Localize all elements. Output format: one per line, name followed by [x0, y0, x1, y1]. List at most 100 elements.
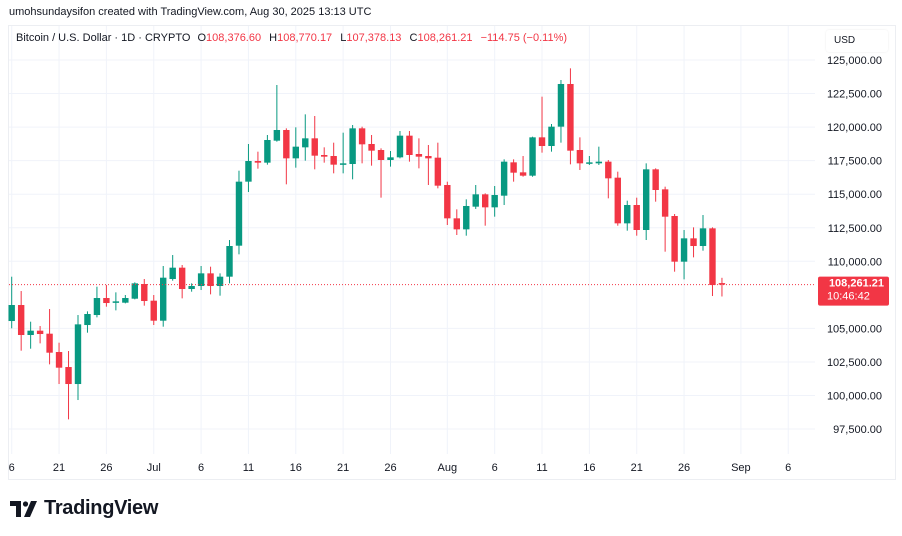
tradingview-logo-text: TradingView	[44, 497, 159, 519]
candle[interactable]	[160, 266, 167, 327]
candle-body	[216, 276, 224, 287]
candle[interactable]	[226, 240, 233, 284]
candle-body	[8, 305, 15, 322]
candle[interactable]	[567, 68, 574, 165]
candle[interactable]	[548, 123, 555, 152]
candle[interactable]	[642, 163, 650, 241]
candle-body	[330, 156, 337, 165]
candle[interactable]	[131, 282, 139, 300]
candle[interactable]	[330, 142, 337, 174]
candle-body	[226, 246, 233, 277]
candle[interactable]	[27, 321, 34, 349]
candle[interactable]	[169, 255, 176, 281]
candle[interactable]	[36, 326, 44, 344]
candle[interactable]	[406, 130, 413, 162]
candle[interactable]	[264, 135, 271, 165]
candle[interactable]	[482, 193, 489, 226]
candle[interactable]	[141, 279, 148, 306]
candle[interactable]	[103, 285, 110, 307]
candle[interactable]	[633, 197, 640, 236]
candle[interactable]	[396, 130, 404, 159]
candle[interactable]	[368, 135, 375, 166]
candle[interactable]	[377, 148, 385, 198]
candle[interactable]	[358, 126, 366, 164]
candle-body	[349, 128, 356, 165]
candle[interactable]	[112, 292, 120, 311]
candle[interactable]	[661, 186, 669, 252]
tradingview-logo[interactable]: TradingView	[10, 497, 158, 520]
candle[interactable]	[519, 156, 527, 177]
candle[interactable]	[387, 151, 394, 167]
price-tick-label: 110,000.00	[828, 256, 882, 268]
candle[interactable]	[254, 151, 262, 169]
candle[interactable]	[415, 138, 423, 169]
candle[interactable]	[84, 311, 91, 333]
candle[interactable]	[699, 215, 707, 251]
candle[interactable]	[273, 85, 281, 142]
candle[interactable]	[74, 315, 82, 401]
candle[interactable]	[17, 291, 25, 351]
candle[interactable]	[605, 160, 612, 199]
candle[interactable]	[178, 265, 186, 299]
candle[interactable]	[463, 199, 470, 236]
price-tick-label: 117,500.00	[828, 156, 882, 168]
candle[interactable]	[614, 171, 621, 226]
candle[interactable]	[188, 283, 195, 292]
currency-button[interactable]: USD	[826, 30, 888, 52]
candle[interactable]	[197, 266, 205, 291]
candle[interactable]	[235, 170, 243, 255]
candle[interactable]	[538, 96, 546, 153]
high-label: H	[269, 32, 278, 44]
candle[interactable]	[671, 214, 678, 272]
candle[interactable]	[557, 79, 565, 143]
candle[interactable]	[472, 185, 479, 209]
candle-body	[434, 157, 442, 186]
symbol-title[interactable]: Bitcoin / U.S. Dollar · 1D · CRYPTO	[16, 32, 191, 44]
candle[interactable]	[576, 137, 584, 171]
candle-body	[264, 139, 271, 163]
candle[interactable]	[216, 273, 224, 296]
candle[interactable]	[529, 136, 536, 177]
candle[interactable]	[150, 295, 157, 326]
candle[interactable]	[652, 168, 659, 202]
candle[interactable]	[624, 200, 631, 231]
candle[interactable]	[434, 142, 442, 189]
candle[interactable]	[444, 181, 451, 226]
candle[interactable]	[339, 132, 347, 174]
candle[interactable]	[491, 186, 498, 217]
candle-body	[690, 238, 697, 247]
candle[interactable]	[718, 277, 726, 297]
candle[interactable]	[500, 159, 508, 206]
candle[interactable]	[302, 114, 309, 161]
candle[interactable]	[46, 309, 53, 365]
candle[interactable]	[8, 276, 15, 329]
candle[interactable]	[93, 286, 101, 318]
last-price-value: 108,261.21	[829, 278, 884, 290]
candle[interactable]	[245, 143, 252, 193]
candle[interactable]	[292, 127, 299, 168]
candle[interactable]	[207, 266, 214, 295]
candle[interactable]	[311, 116, 318, 170]
candle[interactable]	[595, 146, 603, 165]
candle[interactable]	[55, 342, 63, 385]
candle[interactable]	[321, 147, 328, 163]
candle[interactable]	[680, 230, 688, 280]
price-tick-label: 125,000.00	[827, 55, 882, 67]
candle[interactable]	[425, 145, 432, 186]
candle[interactable]	[349, 124, 356, 180]
candle[interactable]	[283, 128, 290, 185]
candle[interactable]	[586, 156, 593, 165]
candle[interactable]	[690, 227, 697, 258]
candle-body	[463, 205, 470, 230]
candle-body	[510, 162, 517, 173]
candle[interactable]	[709, 227, 716, 297]
candle-body	[273, 129, 281, 141]
candle[interactable]	[65, 351, 72, 420]
candle-body	[292, 146, 299, 159]
date-tick-label: 21	[631, 462, 643, 474]
candle[interactable]	[453, 209, 460, 236]
candle-body	[283, 129, 290, 159]
candle[interactable]	[510, 159, 517, 182]
candle[interactable]	[122, 295, 129, 304]
